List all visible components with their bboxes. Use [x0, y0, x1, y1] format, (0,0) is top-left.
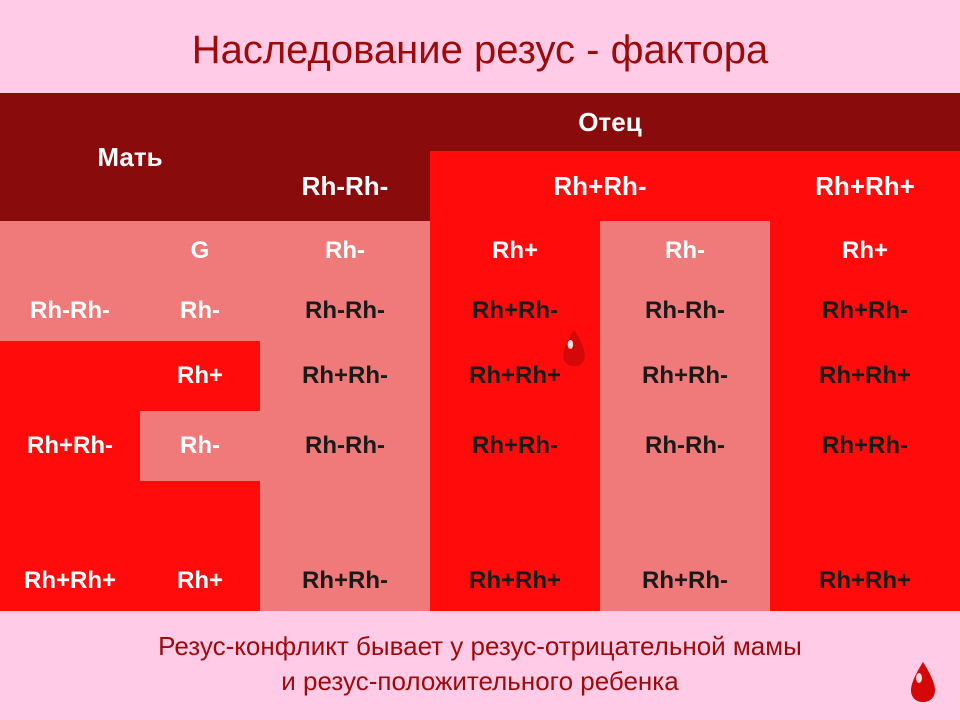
table-cell: Rh+Rh+ — [430, 341, 600, 411]
table-cell: Rh+ — [140, 341, 260, 411]
table-cell: Rh- — [260, 221, 430, 281]
page-title: Наследование резус - фактора — [0, 0, 960, 93]
table-cell: Отец — [260, 93, 960, 151]
table-cell: Rh+Rh- — [770, 281, 960, 341]
table-cell — [0, 341, 140, 411]
table-cell: Rh- — [140, 411, 260, 481]
footer-line1: Резус-конфликт бывает у резус-отрицатель… — [158, 631, 802, 661]
table-cell — [600, 481, 770, 551]
table-cell: Rh+Rh- — [430, 281, 600, 341]
table-cell: Rh+Rh- — [430, 411, 600, 481]
table-cell: Rh+Rh+ — [770, 341, 960, 411]
slide: Наследование резус - фактора МатьОтецRh-… — [0, 0, 960, 720]
table-cell: Rh+ — [140, 551, 260, 611]
table-cell: Rh-Rh- — [600, 281, 770, 341]
table-cell: Rh+Rh+ — [430, 551, 600, 611]
table-cell — [140, 481, 260, 551]
table-cell: Rh- — [140, 281, 260, 341]
table-cell: Rh- — [600, 221, 770, 281]
table-cell: Rh+Rh- — [600, 341, 770, 411]
table-cell: Rh+Rh- — [260, 341, 430, 411]
table-cell: Rh-Rh- — [260, 411, 430, 481]
table-cell: Rh-Rh- — [0, 281, 140, 341]
table-cell: Rh+Rh+ — [770, 151, 960, 221]
table-cell: Rh+Rh- — [600, 551, 770, 611]
table-cell: Мать — [0, 93, 260, 221]
table-cell: Rh-Rh- — [260, 281, 430, 341]
table-cell: Rh+Rh- — [770, 411, 960, 481]
footer-line2: и резус-положительного ребенка — [281, 666, 678, 696]
table-cell: Rh+Rh+ — [770, 551, 960, 611]
table-cell: Rh+ — [770, 221, 960, 281]
table-cell: Rh-Rh- — [600, 411, 770, 481]
table-cell — [430, 481, 600, 551]
table-cell: Rh+Rh+ — [0, 551, 140, 611]
table-cell — [770, 481, 960, 551]
table-cell — [260, 481, 430, 551]
table-cell: Rh+ — [430, 221, 600, 281]
table-cell: G — [140, 221, 260, 281]
table-cell: Rh+Rh- — [260, 551, 430, 611]
footer-note: Резус-конфликт бывает у резус-отрицатель… — [0, 611, 960, 699]
table-cell — [0, 221, 140, 281]
rh-inheritance-table: МатьОтецRh-Rh-Rh+Rh-Rh+Rh+GRh-Rh+Rh-Rh+R… — [0, 93, 960, 611]
table-cell: Rh-Rh- — [260, 151, 430, 221]
table-cell: Rh+Rh- — [430, 151, 770, 221]
table-cell — [0, 481, 140, 551]
table-cell: Rh+Rh- — [0, 411, 140, 481]
